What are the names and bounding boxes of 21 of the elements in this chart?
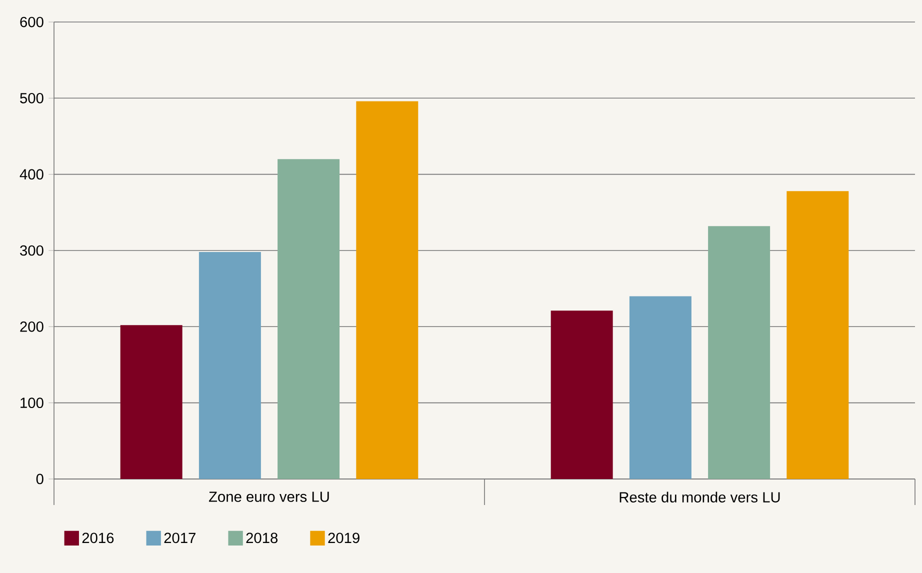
legend-label: 2019 [328,532,360,544]
legend-label: 2016 [82,532,114,544]
legend-label: 2018 [246,532,278,544]
x-tick-label: Reste du monde vers LU [620,492,780,502]
bar [629,296,692,479]
y-tick-label: 200 [20,321,44,332]
bar [278,159,340,479]
y-tick-label: 500 [20,92,44,104]
y-tick-label: 600 [20,16,44,28]
bar [356,101,418,479]
legend-label: 2017 [164,532,196,544]
bar [120,325,182,479]
bar [198,252,261,479]
x-tick-label: Zone euro vers LU [208,492,329,502]
y-tick-label: 100 [20,398,44,408]
y-tick-label: 300 [20,245,44,256]
y-tick-label: 0 [36,474,44,484]
bar [786,191,849,479]
bar [708,226,770,479]
y-tick-label: 400 [20,169,44,180]
bar [550,310,613,479]
